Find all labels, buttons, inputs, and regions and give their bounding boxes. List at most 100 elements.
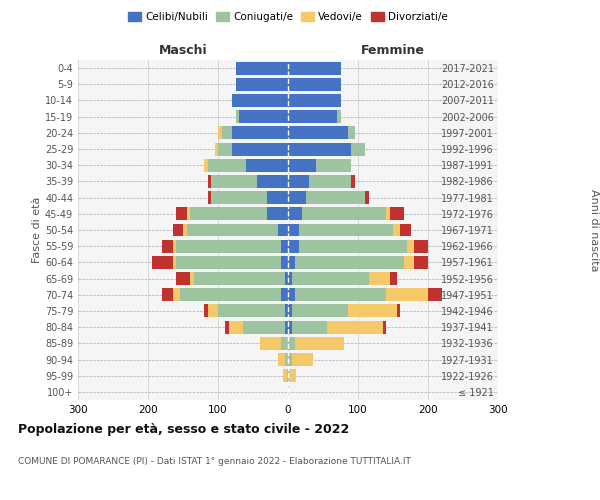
Bar <box>288 175 309 188</box>
Text: Anni di nascita: Anni di nascita <box>589 188 599 271</box>
Bar <box>173 240 176 252</box>
Bar <box>190 208 267 220</box>
Bar <box>292 272 368 285</box>
Bar <box>386 208 389 220</box>
Bar <box>368 272 389 285</box>
Bar <box>232 142 288 156</box>
Bar <box>400 224 410 236</box>
Bar <box>260 337 281 350</box>
Bar <box>287 369 288 382</box>
Bar <box>292 353 313 366</box>
Bar <box>393 224 400 236</box>
Bar <box>288 256 295 269</box>
Bar <box>383 320 386 334</box>
Bar <box>229 320 242 334</box>
Bar <box>176 272 190 285</box>
Bar <box>218 126 221 140</box>
Bar <box>211 175 257 188</box>
Text: Femmine: Femmine <box>361 44 425 57</box>
Bar <box>267 191 288 204</box>
Text: Popolazione per età, sesso e stato civile - 2022: Popolazione per età, sesso e stato civil… <box>18 422 349 436</box>
Bar <box>407 240 414 252</box>
Bar <box>288 142 351 156</box>
Legend: Celibi/Nubili, Coniugati/e, Vedovi/e, Divorziati/e: Celibi/Nubili, Coniugati/e, Vedovi/e, Di… <box>124 8 452 26</box>
Bar <box>283 369 287 382</box>
Bar <box>187 208 190 220</box>
Bar <box>281 240 288 252</box>
Bar <box>288 78 341 91</box>
Bar <box>179 288 281 301</box>
Bar <box>173 288 179 301</box>
Bar <box>218 142 232 156</box>
Bar <box>221 126 232 140</box>
Bar <box>288 208 302 220</box>
Text: COMUNE DI POMARANCE (PI) - Dati ISTAT 1° gennaio 2022 - Elaborazione TUTTITALIA.: COMUNE DI POMARANCE (PI) - Dati ISTAT 1°… <box>18 458 411 466</box>
Bar <box>347 126 355 140</box>
Bar <box>284 353 288 366</box>
Bar <box>284 320 288 334</box>
Bar <box>295 256 404 269</box>
Bar <box>204 304 208 318</box>
Text: Maschi: Maschi <box>158 44 208 57</box>
Bar <box>208 304 218 318</box>
Bar <box>190 272 193 285</box>
Bar <box>288 353 292 366</box>
Bar <box>347 304 397 318</box>
Bar <box>289 369 296 382</box>
Bar <box>208 191 211 204</box>
Bar <box>295 337 344 350</box>
Bar <box>288 159 316 172</box>
Bar <box>235 110 239 123</box>
Bar <box>397 304 400 318</box>
Bar <box>414 256 428 269</box>
Bar <box>288 191 305 204</box>
Bar <box>337 110 341 123</box>
Bar <box>235 62 288 74</box>
Bar <box>326 320 383 334</box>
Bar <box>187 224 277 236</box>
Bar <box>277 353 284 366</box>
Bar <box>351 175 355 188</box>
Bar <box>288 304 292 318</box>
Bar <box>162 240 173 252</box>
Bar <box>173 256 176 269</box>
Bar <box>288 272 292 285</box>
Bar <box>299 240 407 252</box>
Bar <box>386 288 428 301</box>
Bar <box>288 62 341 74</box>
Bar <box>288 110 337 123</box>
Bar <box>389 272 397 285</box>
Bar <box>257 175 288 188</box>
Bar <box>414 240 428 252</box>
Bar <box>281 256 288 269</box>
Bar <box>267 208 288 220</box>
Bar <box>292 304 347 318</box>
Bar <box>211 191 267 204</box>
Bar <box>235 78 288 91</box>
Bar <box>316 159 351 172</box>
Bar <box>151 256 173 269</box>
Bar <box>277 224 288 236</box>
Bar <box>288 240 299 252</box>
Bar <box>428 288 442 301</box>
Bar <box>295 288 386 301</box>
Bar <box>225 320 229 334</box>
Bar <box>162 288 173 301</box>
Bar <box>288 224 299 236</box>
Bar <box>389 208 404 220</box>
Bar <box>292 320 326 334</box>
Bar <box>288 94 341 107</box>
Bar <box>288 337 295 350</box>
Bar <box>284 304 288 318</box>
Bar <box>281 337 288 350</box>
Bar <box>309 175 351 188</box>
Bar <box>176 208 187 220</box>
Bar <box>193 272 284 285</box>
Bar <box>232 126 288 140</box>
Bar <box>288 369 289 382</box>
Bar <box>284 272 288 285</box>
Bar <box>351 142 365 156</box>
Bar <box>232 94 288 107</box>
Bar <box>288 126 347 140</box>
Bar <box>208 159 246 172</box>
